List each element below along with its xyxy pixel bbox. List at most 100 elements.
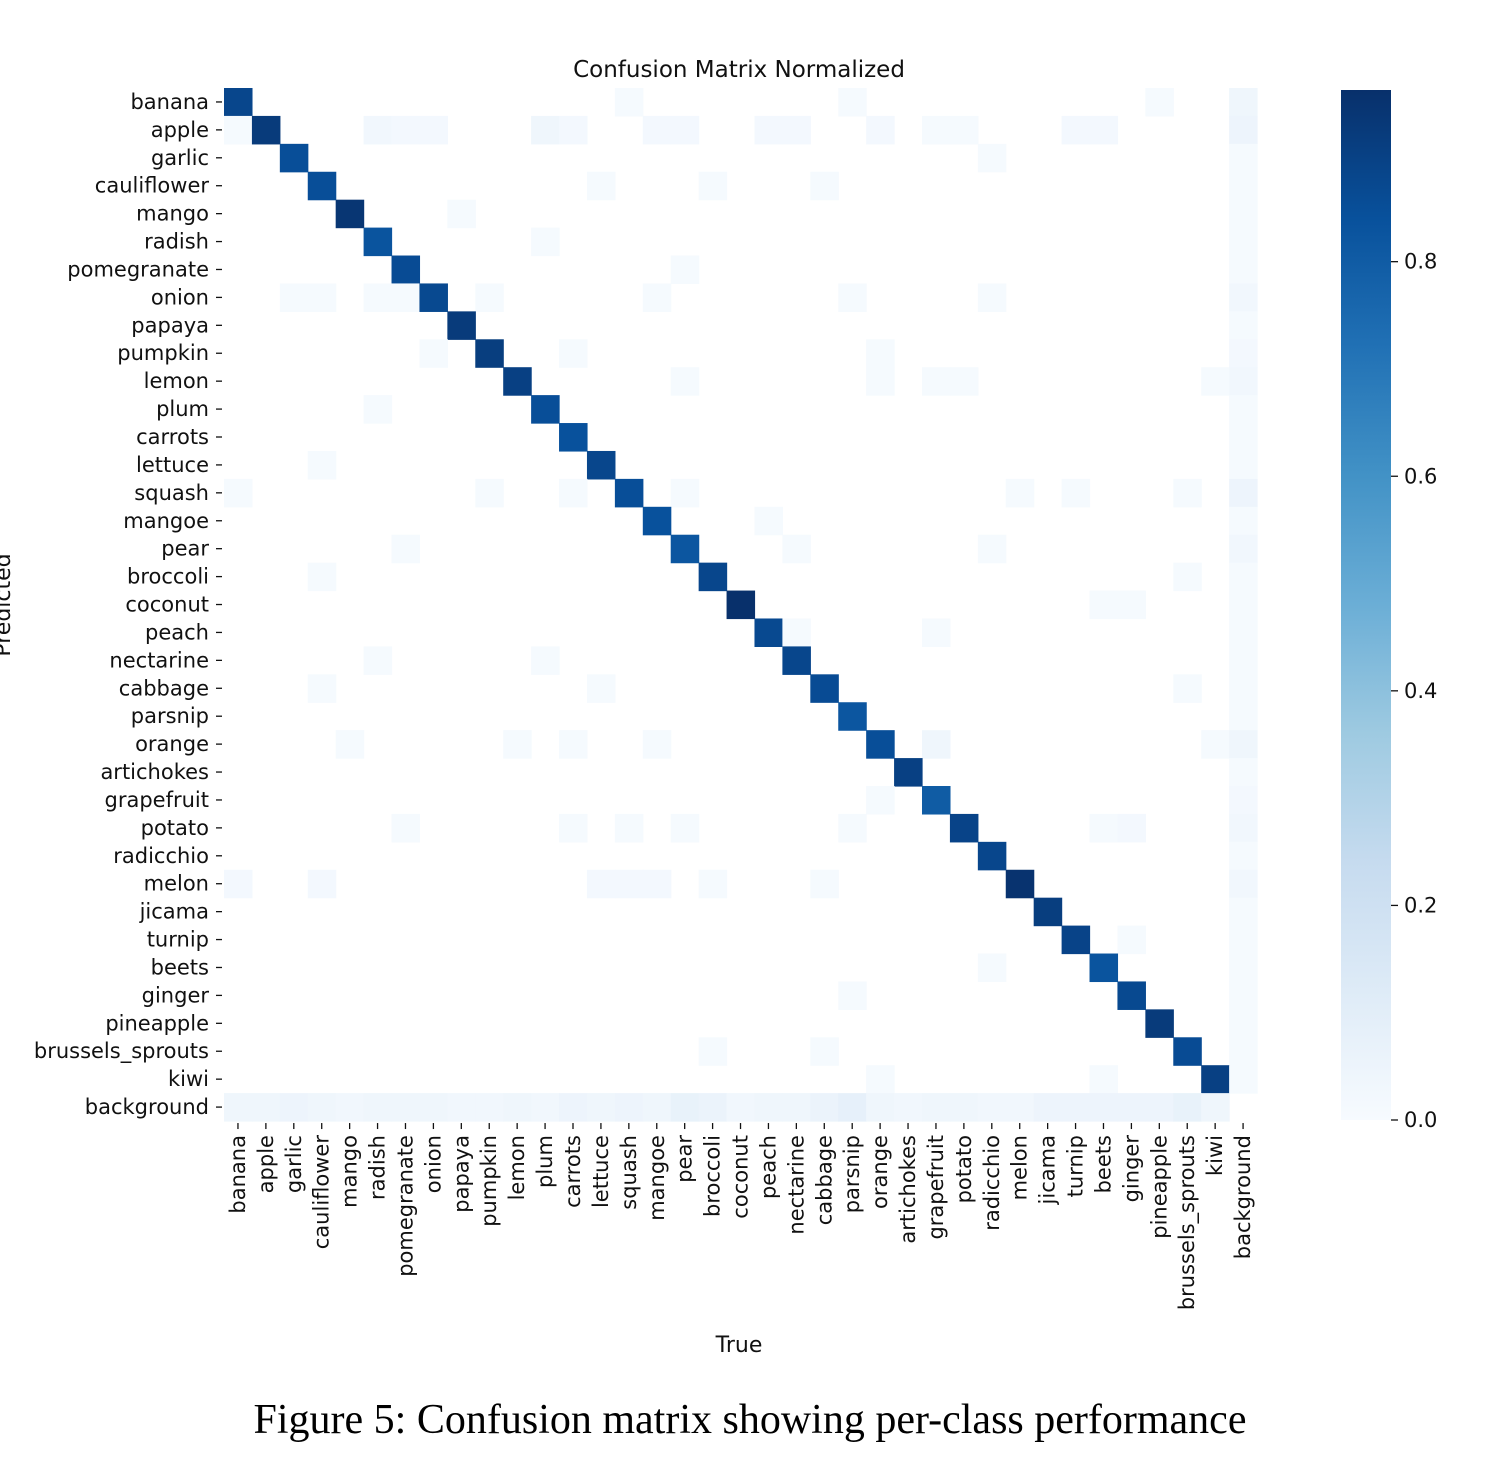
x-tick-label-melon: melon [1008, 1135, 1032, 1200]
heatmap-cell-onion-radish [363, 283, 393, 312]
heatmap-cell-apple-grapefruit [922, 115, 951, 145]
heatmap-cell-apple-apple [251, 115, 281, 145]
y-tick-label-artichokes: artichokes [100, 760, 209, 784]
colorbar-tick-label: 0.2 [1404, 893, 1437, 917]
x-tick-label-radicchio: radicchio [980, 1135, 1004, 1231]
heatmap-cell-background-banana [224, 1093, 253, 1122]
y-tick-label-plum: plum [156, 397, 209, 421]
heatmap-cell-squash-carrots [559, 478, 588, 508]
heatmap-cell-melon-squash [614, 869, 644, 899]
heatmap-cell-background-parsnip [838, 1093, 867, 1122]
heatmap-cell-apple-peach [754, 115, 783, 145]
heatmap-cell-background-ginger [1117, 1093, 1146, 1122]
colorbar-tick-label: 0.0 [1404, 1108, 1437, 1132]
heatmap-cell-background-papaya [447, 1093, 476, 1122]
x-tick-label-mangoe: mangoe [645, 1135, 669, 1221]
heatmap-cell-background-potato [949, 1093, 979, 1122]
heatmap-cell-orange-grapefruit [922, 730, 951, 759]
heatmap-cells [224, 88, 1258, 1122]
heatmap-cell-background-lemon [503, 1093, 532, 1122]
x-tick-label-squash: squash [617, 1135, 641, 1210]
y-tick-label-orange: orange [135, 732, 209, 756]
x-tick-label-banana: banana [226, 1135, 250, 1214]
heatmap-cell-cauliflower-cabbage [810, 171, 839, 201]
heatmap-cell-carrots-carrots [559, 423, 588, 452]
heatmap-cell-kiwi-beets [1089, 1065, 1119, 1094]
heatmap-cell-onion-onion [419, 283, 448, 312]
heatmap-cell-nectarine-background [1229, 646, 1258, 675]
y-tick-label-background: background [85, 1095, 209, 1119]
heatmap-cell-onion-background [1229, 283, 1258, 312]
heatmap-cell-pear-radicchio [977, 534, 1007, 564]
heatmap-cell-lemon-potato [949, 367, 979, 396]
heatmap-cell-apple-background [1229, 115, 1258, 145]
heatmap-cell-beets-radicchio [977, 953, 1007, 983]
x-tick-label-pumpkin: pumpkin [477, 1135, 501, 1227]
heatmap-cell-parsnip-background [1229, 702, 1258, 731]
heatmap-cell-background-kiwi [1201, 1093, 1230, 1122]
y-axis-label: Predicted [0, 553, 16, 656]
heatmap-cell-background-onion [419, 1093, 448, 1122]
heatmap-cell-background-coconut [726, 1093, 756, 1122]
heatmap-cell-radish-radish [363, 227, 393, 257]
heatmap-cell-pear-nectarine [782, 534, 811, 564]
heatmap-cell-orange-kiwi [1201, 730, 1230, 759]
x-tick-label-nectarine: nectarine [784, 1135, 808, 1235]
y-tick-label-turnip: turnip [147, 928, 209, 952]
heatmap-cell-pumpkin-carrots [559, 339, 588, 368]
heatmap-cell-mango-papaya [447, 199, 476, 229]
heatmap-cell-apple-beets [1089, 115, 1119, 145]
y-tick-label-garlic: garlic [151, 146, 209, 170]
heatmap-cell-kiwi-background [1229, 1065, 1258, 1094]
heatmap-cell-radicchio-radicchio [977, 841, 1007, 871]
heatmap-cell-apple-banana [224, 115, 253, 145]
heatmap-cell-potato-pomegranate [391, 813, 421, 843]
heatmap-cell-coconut-coconut [726, 590, 756, 620]
x-tick-label-apple: apple [254, 1135, 278, 1193]
heatmap-cell-radicchio-background [1229, 841, 1258, 871]
heatmap-cell-lemon-kiwi [1201, 367, 1230, 396]
heatmap-cell-ginger-ginger [1117, 981, 1146, 1010]
heatmap-cell-cauliflower-cauliflower [307, 171, 337, 201]
heatmap-cell-banana-squash [614, 88, 644, 117]
heatmap-cell-background-turnip [1061, 1093, 1091, 1122]
heatmap-cell-pear-pear [670, 534, 700, 564]
heatmap-cell-background-artichokes [894, 1093, 923, 1122]
y-tick-label-coconut: coconut [125, 593, 209, 617]
x-tick-label-artichokes: artichokes [896, 1135, 920, 1244]
heatmap-cell-background-radicchio [977, 1093, 1007, 1122]
heatmap-cell-background-orange [866, 1093, 895, 1122]
heatmap-cell-background-pomegranate [391, 1093, 421, 1122]
heatmap-cell-pumpkin-onion [419, 339, 448, 368]
heatmap-cell-melon-banana [224, 869, 253, 899]
heatmap-cell-plum-background [1229, 395, 1258, 424]
heatmap-cell-mango-background [1229, 199, 1258, 229]
heatmap-cell-melon-melon [1005, 869, 1035, 899]
x-tick-labels: banana apple garlic cauliflower mango radish p… [226, 1123, 1255, 1310]
y-tick-label-grapefruit: grapefruit [105, 788, 210, 812]
y-tick-label-pear: pear [161, 537, 209, 561]
y-tick-label-cauliflower: cauliflower [95, 174, 210, 198]
y-tick-label-apple: apple [151, 118, 209, 142]
y-tick-label-peach: peach [145, 620, 209, 644]
heatmap-cell-background-pineapple [1145, 1093, 1174, 1122]
heatmap-cell-apple-mangoe [642, 115, 672, 145]
heatmap-cell-mangoe-peach [754, 506, 783, 536]
heatmap-cell-background-plum [531, 1093, 560, 1122]
y-tick-label-nectarine: nectarine [109, 648, 209, 672]
heatmap-cell-onion-radicchio [977, 283, 1007, 312]
y-tick-label-pumpkin: pumpkin [117, 341, 209, 365]
heatmap-cell-potato-potato [949, 813, 979, 843]
heatmap-cell-turnip-turnip [1061, 925, 1091, 955]
heatmap-cell-onion-pumpkin [475, 283, 504, 312]
heatmap-cell-banana-pineapple [1145, 88, 1174, 117]
y-tick-label-lemon: lemon [144, 369, 209, 393]
heatmap-cell-plum-plum [531, 395, 560, 424]
heatmap-cell-apple-pomegranate [391, 115, 421, 145]
heatmap-cell-nectarine-plum [531, 646, 560, 675]
heatmap-cell-pineapple-pineapple [1145, 1009, 1174, 1038]
x-tick-label-onion: onion [421, 1135, 445, 1193]
heatmap-cell-radish-plum [531, 227, 560, 257]
x-tick-label-grapefruit: grapefruit [924, 1135, 948, 1240]
heatmap-cell-pineapple-background [1229, 1009, 1258, 1038]
